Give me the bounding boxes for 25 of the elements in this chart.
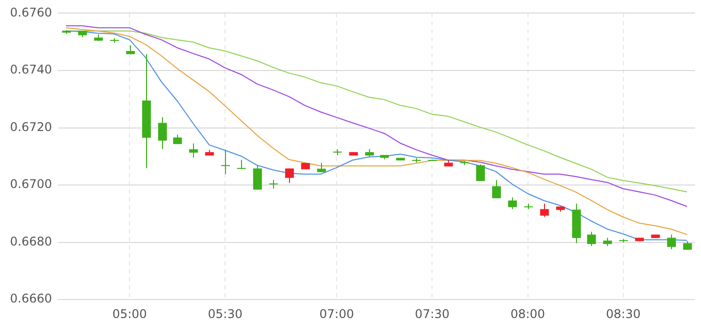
- candlestick: [220, 149, 230, 175]
- y-tick-label: 0.6660: [10, 292, 52, 306]
- candlestick: [508, 196, 517, 210]
- x-tick-label: 08:00: [510, 306, 546, 321]
- candlestick: [540, 203, 549, 218]
- x-tick-label: 07:00: [319, 306, 354, 321]
- x-tick-label: 07:30: [414, 306, 450, 321]
- candlestick: [492, 179, 501, 199]
- candlestick: [285, 168, 294, 184]
- x-tick-label: 05:00: [112, 306, 147, 321]
- candlestick: [332, 148, 342, 156]
- candlestick: [667, 234, 676, 250]
- candlestick: [253, 165, 262, 190]
- y-tick-label: 0.6700: [10, 177, 52, 192]
- candlestick: [236, 159, 246, 169]
- x-tick-label: 05:30: [208, 306, 242, 321]
- candlestick: [476, 164, 485, 182]
- y-tick-label: 0.6720: [10, 120, 52, 134]
- candlestick: [189, 143, 198, 158]
- y-tick-label: 0.6740: [10, 62, 52, 77]
- candlestick: [158, 116, 167, 150]
- candlestick: [587, 231, 596, 247]
- x-tick-label: 08:30: [606, 306, 641, 321]
- y-tick-label: 0.6760: [10, 5, 52, 20]
- y-tick-label: 0.6680: [10, 234, 52, 248]
